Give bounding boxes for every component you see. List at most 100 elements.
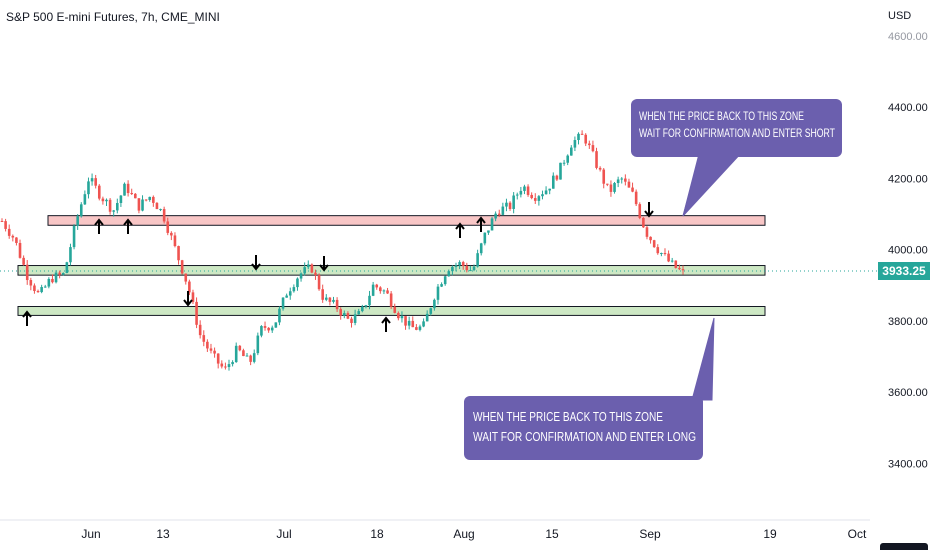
candle-body [397, 312, 400, 319]
candle-body [400, 316, 404, 319]
candle-body [451, 266, 454, 272]
candle-body [642, 217, 645, 228]
candle-body [447, 271, 451, 277]
candle-body [97, 185, 101, 199]
candle-body [562, 162, 566, 164]
candle-body [152, 196, 155, 203]
candle-body [47, 278, 51, 287]
candle-body [15, 237, 18, 243]
candle-body [292, 287, 296, 292]
candle-body [252, 353, 256, 362]
up-arrow-icon [476, 216, 486, 232]
candle-body [361, 306, 364, 312]
candle-body [465, 265, 469, 271]
candle-body [328, 297, 332, 302]
candle-body [379, 287, 382, 292]
candle-body [663, 253, 667, 255]
candle-body [479, 243, 483, 254]
candle-body [346, 313, 350, 319]
candle-body [458, 262, 461, 266]
x-tick-label: 19 [763, 527, 777, 541]
callout-short-text: WAIT FOR CONFIRMATION AND ENTER SHORT [639, 126, 835, 140]
candle-body [267, 327, 270, 331]
candle-body [159, 209, 162, 211]
candle-body [79, 204, 83, 217]
candle-body [29, 280, 33, 286]
y-tick-label: 3800.00 [888, 316, 928, 328]
candle-body [681, 269, 685, 271]
candle-body [0, 221, 4, 222]
candle-body [523, 186, 526, 191]
candle-body [40, 287, 43, 293]
candle-body [656, 247, 660, 254]
candle-body [126, 183, 130, 194]
candle-body [87, 181, 90, 195]
candle-body [443, 276, 447, 285]
candle-body [591, 145, 595, 152]
candle-body [404, 316, 407, 326]
x-tick-label: Sep [639, 527, 661, 541]
x-tick-label: 18 [370, 527, 384, 541]
candle-body [332, 299, 335, 302]
candle-body [137, 198, 141, 211]
candle-body [616, 179, 620, 184]
up-arrow-icon [94, 218, 104, 234]
candle-body [256, 335, 260, 354]
candle-body [490, 218, 494, 231]
candle-body [667, 253, 670, 262]
candle-body [634, 191, 638, 205]
up-arrow-icon [22, 310, 32, 326]
y-tick-label: 3400.00 [888, 458, 928, 470]
candle-body [548, 188, 551, 191]
candle-body [72, 225, 76, 248]
candle-body [411, 320, 415, 328]
callout-tail-long [691, 317, 715, 401]
candle-body [537, 196, 541, 201]
candle-body [177, 246, 180, 261]
candle-body [461, 262, 465, 266]
candle-body [83, 194, 87, 205]
candle-body [645, 227, 649, 237]
candle-body [227, 364, 231, 368]
candle-body [224, 366, 227, 368]
candle-body [533, 198, 537, 201]
candle-body [613, 183, 616, 192]
x-tick-label: Jun [81, 527, 100, 541]
x-tick-label: Oct [848, 527, 867, 541]
candle-body [335, 299, 339, 310]
candle-body [321, 289, 324, 300]
candle-body [54, 272, 58, 283]
candle-body [602, 169, 606, 184]
candle-body [234, 345, 238, 363]
candle-body [94, 178, 97, 186]
zone-resistance [47, 215, 766, 226]
candle-body [36, 290, 40, 293]
candle-body [25, 264, 29, 281]
candle-body [627, 181, 631, 188]
candle-body [515, 194, 519, 196]
candle-body [433, 299, 436, 309]
x-tick-label: Aug [453, 527, 474, 541]
candle-body [134, 193, 137, 199]
callout-short [631, 99, 842, 157]
candle-body [357, 311, 361, 315]
candle-body [660, 253, 663, 255]
candle-body [58, 272, 61, 275]
candle-body [155, 202, 159, 210]
candle-body [281, 297, 285, 309]
candle-body [220, 363, 224, 367]
currency-label: USD [888, 10, 912, 22]
up-arrow-icon [381, 316, 391, 332]
up-arrow-icon [455, 222, 465, 238]
y-tick-label: 4400.00 [888, 102, 928, 114]
candle-body [130, 193, 134, 195]
candle-body [202, 335, 206, 342]
candle-body [551, 175, 555, 189]
candle-body [407, 320, 411, 326]
candle-body [339, 309, 342, 316]
candle-body [166, 221, 170, 233]
candle-body [566, 155, 569, 163]
candle-body [263, 326, 267, 328]
